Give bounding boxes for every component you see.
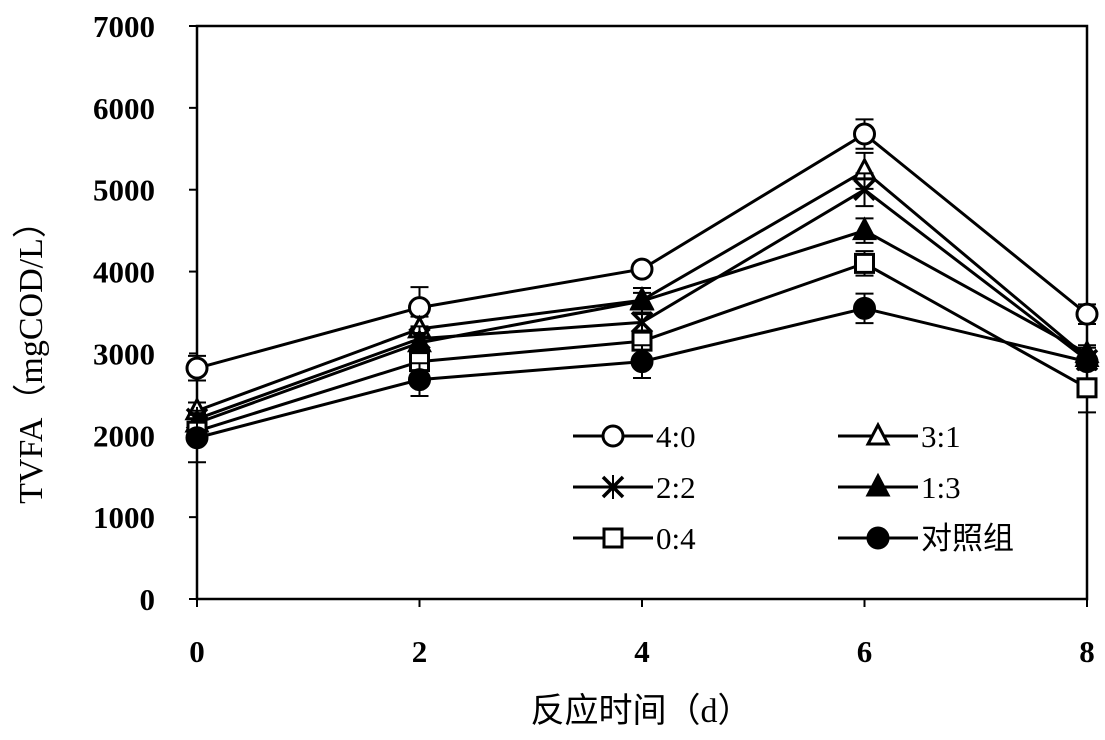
y-tick-label: 7000 (93, 9, 155, 44)
legend-marker (865, 421, 891, 446)
data-point (185, 426, 209, 450)
series-layer (184, 118, 1100, 464)
legend-item: 0:4 (573, 521, 696, 556)
data-point (185, 356, 209, 380)
data-point (1076, 377, 1098, 399)
legend-marker (866, 526, 890, 550)
legend-item: 4:0 (573, 419, 696, 454)
data-point (1075, 302, 1099, 326)
x-tick-label: 0 (189, 634, 205, 669)
legend-item: 2:2 (573, 470, 696, 505)
y-tick-label: 0 (140, 582, 156, 617)
x-tick-label: 8 (1079, 634, 1095, 669)
legend-label: 0:4 (656, 521, 696, 556)
data-point (629, 286, 655, 311)
legend-label: 对照组 (921, 521, 1014, 556)
x-tick-label: 6 (857, 634, 873, 669)
legend-label: 1:3 (921, 470, 961, 505)
y-axis-label: TVFA（mgCOD/L） (12, 204, 50, 504)
legend-marker (601, 424, 625, 448)
data-point (853, 122, 876, 146)
series-6 (185, 292, 1099, 464)
legend-item: 对照组 (838, 521, 1014, 556)
legend-label: 3:1 (921, 419, 961, 454)
x-axis-label: 反应时间（d） (531, 692, 752, 730)
legend: 4:0 3:1 2:2 1:3 0:4 对照组 (573, 419, 1014, 556)
legend-label: 2:2 (656, 470, 696, 505)
x-tick-label: 4 (634, 634, 650, 669)
legend-marker (601, 475, 625, 499)
data-point (630, 310, 654, 335)
legend-marker (865, 472, 891, 497)
y-tick-label: 5000 (93, 173, 155, 208)
legend-item: 1:3 (838, 470, 961, 505)
y-tick-label: 3000 (93, 336, 155, 371)
axes-layer: 0 1000 2000 3000 4000 5000 6000 7000 0 2 4 6 8 (93, 9, 1095, 669)
y-tick-label: 6000 (93, 91, 155, 126)
data-point (630, 350, 654, 374)
data-point (852, 216, 877, 241)
data-point (854, 252, 875, 274)
data-point (408, 368, 431, 392)
data-point (853, 177, 876, 202)
legend-marker (602, 527, 624, 549)
legend-label: 4:0 (656, 419, 696, 454)
series-1 (185, 118, 1099, 382)
y-tick-label: 4000 (93, 255, 155, 290)
series-2 (184, 151, 1100, 421)
y-tick-label: 2000 (93, 418, 155, 453)
data-point (408, 296, 431, 320)
y-tick-label: 1000 (93, 500, 155, 535)
x-tick-label: 2 (412, 634, 428, 669)
legend-item: 3:1 (838, 419, 961, 454)
data-point (1075, 350, 1099, 374)
data-point (630, 257, 654, 281)
data-point (853, 296, 876, 320)
